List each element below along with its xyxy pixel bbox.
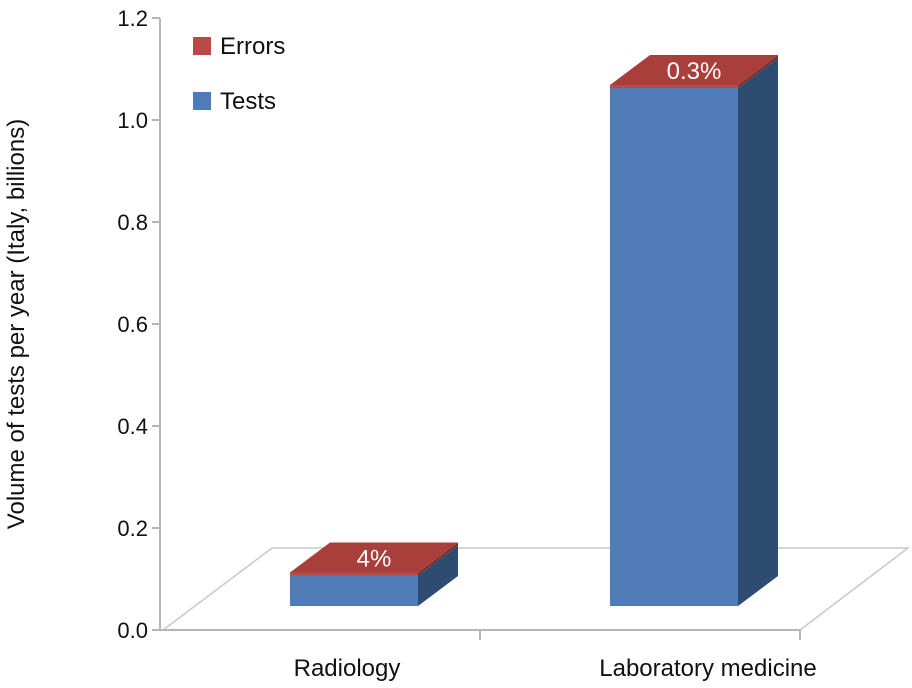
legend-swatch [193, 92, 211, 110]
errors-bar-side [738, 55, 778, 88]
bars-group: 4% 0.3% [290, 55, 778, 606]
data-label: 4% [357, 546, 392, 573]
chart-floor [160, 547, 911, 631]
legend-label: Tests [220, 88, 276, 115]
y-tick-label: 0.2 [117, 516, 148, 541]
legend: Errors Tests [193, 33, 285, 115]
y-axis-ticks: 0.0 0.2 0.4 0.6 0.8 1.0 1.2 [117, 6, 160, 643]
data-label: 0.3% [667, 58, 722, 85]
y-tick-label: 1.2 [117, 6, 148, 31]
y-tick-label: 0.6 [117, 312, 148, 337]
bar-radiology: 4% [290, 542, 458, 606]
bar-laboratory-medicine: 0.3% [610, 55, 778, 606]
legend-item-errors: Errors [193, 33, 285, 60]
y-tick-label: 0.4 [117, 414, 148, 439]
y-tick-label: 0.0 [117, 618, 148, 643]
errors-bar [290, 572, 418, 576]
errors-bar-side [418, 542, 458, 576]
y-axis-title: Volume of tests per year (Italy, billion… [3, 119, 30, 529]
errors-bar-top [290, 542, 458, 573]
tests-bar-side [738, 58, 778, 606]
x-tick-label: Laboratory medicine [599, 655, 816, 682]
y-tick-label: 0.8 [117, 210, 148, 235]
tests-bar [610, 88, 738, 606]
legend-item-tests: Tests [193, 88, 276, 115]
tests-bar-side [418, 545, 458, 606]
legend-label: Errors [220, 33, 285, 60]
errors-bar [610, 85, 738, 88]
x-tick-label: Radiology [294, 655, 401, 682]
errors-bar-top [610, 55, 778, 85]
tests-bar [290, 575, 418, 606]
y-tick-label: 1.0 [117, 108, 148, 133]
legend-swatch [193, 37, 211, 55]
x-axis-labels: Radiology Laboratory medicine [294, 655, 817, 682]
